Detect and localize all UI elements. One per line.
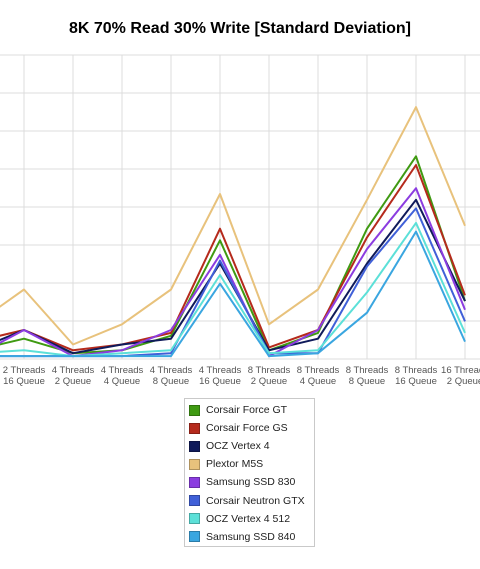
legend-swatch [189,476,200,488]
legend-label: OCZ Vertex 4 [206,440,270,453]
legend-label: Samsung SSD 840 [206,530,296,543]
legend-label: OCZ Vertex 4 512 [206,512,291,525]
legend-swatch [189,513,200,525]
series-line-plextor-m5s [0,106,466,346]
legend-item[interactable]: OCZ Vertex 4 [189,437,310,455]
legend-item[interactable]: Corsair Force GT [189,401,310,419]
legend-swatch [189,495,200,507]
legend-item[interactable]: Corsair Neutron GTX [189,491,310,509]
series-line-corsair-force-gt [0,155,466,355]
series-line-ocz-vertex-4-512 [0,221,466,358]
x-tick-label: 8 Threads 8 Queue [346,365,389,387]
legend-item[interactable]: Samsung SSD 830 [189,473,310,491]
series-line-samsung-ssd-840 [0,230,466,358]
legend-item[interactable]: Plextor M5S [189,455,310,473]
series-line-ocz-vertex-4 [0,198,466,355]
x-tick-label: 4 Threads 16 Queue [199,365,242,387]
series-line-samsung-ssd-830 [0,187,466,358]
series-line-corsair-force-gs [0,164,466,352]
legend-swatch [189,404,200,416]
legend-swatch [189,531,200,543]
legend-swatch [189,458,200,470]
legend-label: Samsung SSD 830 [206,476,296,489]
x-tick-label: 8 Threads 4 Queue [297,365,340,387]
chart-legend: Corsair Force GT Corsair Force GS OCZ Vert… [184,398,315,547]
legend-label: Corsair Force GT [206,404,288,417]
chart-series-lines [0,106,466,358]
series-line-corsair-neutron-gtx [0,207,466,358]
legend-swatch [189,422,200,434]
legend-swatch [189,440,200,452]
chart-title: 8K 70% Read 30% Write [Standard Deviatio… [68,20,412,37]
legend-label: Corsair Force GS [206,422,288,435]
legend-label: Plextor M5S [206,458,264,471]
x-tick-label: 4 Threads 2 Queue [52,365,95,387]
x-tick-label: 8 Threads 16 Queue [395,365,438,387]
x-tick-label: 8 Threads 2 Queue [248,365,291,387]
x-tick-label: 4 Threads 4 Queue [101,365,144,387]
legend-label: Corsair Neutron GTX [206,494,305,507]
legend-item[interactable]: Corsair Force GS [189,419,310,437]
legend-item[interactable]: Samsung SSD 840 [189,528,310,546]
legend-item[interactable]: OCZ Vertex 4 512 [189,510,310,528]
x-tick-label: 4 Threads 8 Queue [150,365,193,387]
x-tick-label: 2 Threads 16 Queue [3,365,46,387]
